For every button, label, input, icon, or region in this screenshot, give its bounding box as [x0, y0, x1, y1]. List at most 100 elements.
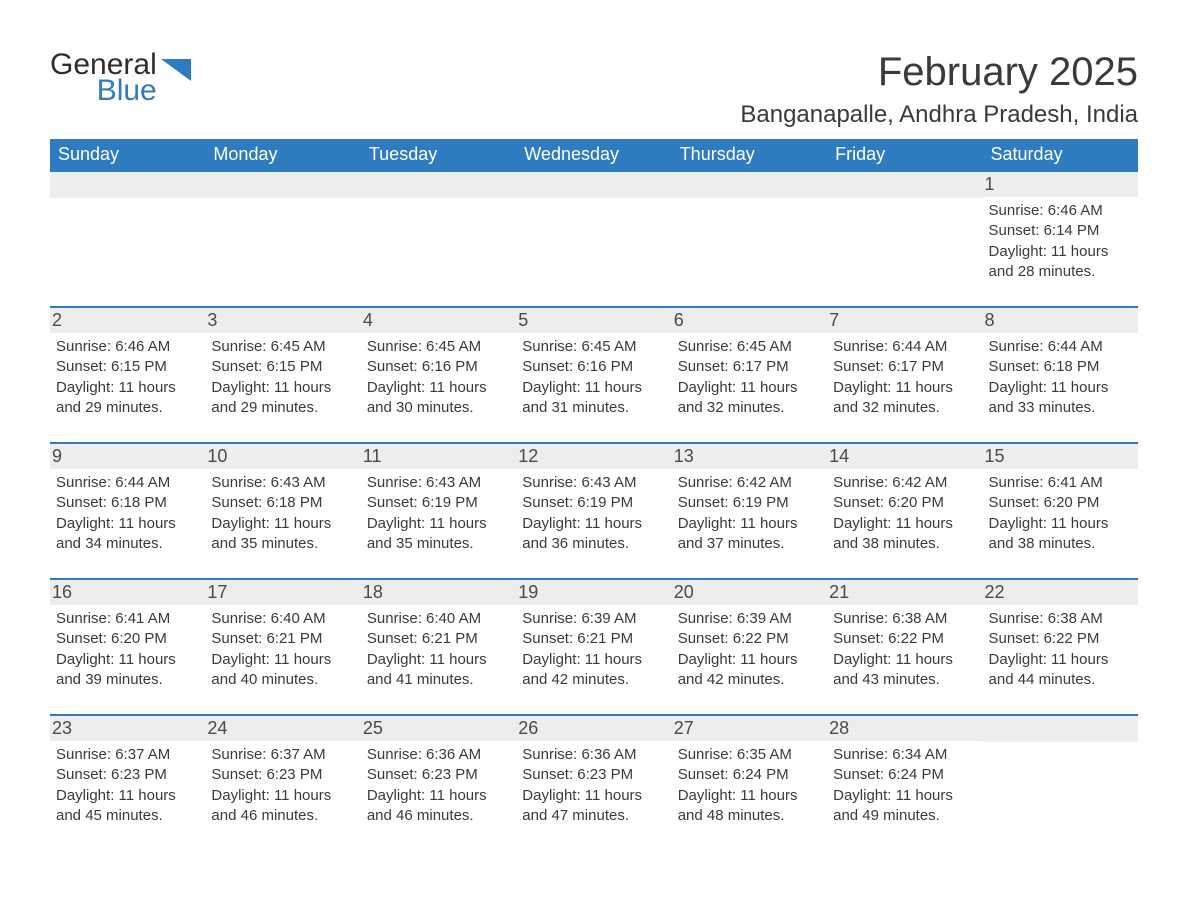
day-number: 10: [205, 444, 360, 469]
day-info: Sunrise: 6:45 AMSunset: 6:15 PMDaylight:…: [211, 337, 354, 418]
daylight-text: Daylight: 11 hours and 38 minutes.: [989, 514, 1132, 555]
daylight-text: Daylight: 11 hours and 37 minutes.: [678, 514, 821, 555]
calendar-day: 3 Sunrise: 6:45 AMSunset: 6:15 PMDaylight…: [205, 307, 360, 443]
daylight-text: Daylight: 11 hours and 46 minutes.: [367, 786, 510, 827]
sunrise-text: Sunrise: 6:42 AM: [833, 473, 976, 493]
sunrise-text: Sunrise: 6:34 AM: [833, 745, 976, 765]
day-number: 3: [205, 308, 360, 333]
day-info: Sunrise: 6:40 AMSunset: 6:21 PMDaylight:…: [367, 609, 510, 690]
sunrise-text: Sunrise: 6:44 AM: [56, 473, 199, 493]
daylight-text: Daylight: 11 hours and 45 minutes.: [56, 786, 199, 827]
sunset-text: Sunset: 6:15 PM: [211, 357, 354, 377]
daylight-text: Daylight: 11 hours and 29 minutes.: [211, 378, 354, 419]
day-info: Sunrise: 6:46 AMSunset: 6:14 PMDaylight:…: [989, 201, 1132, 282]
daylight-text: Daylight: 11 hours and 30 minutes.: [367, 378, 510, 419]
day-info: Sunrise: 6:37 AMSunset: 6:23 PMDaylight:…: [211, 745, 354, 826]
sunset-text: Sunset: 6:16 PM: [367, 357, 510, 377]
day-info: Sunrise: 6:39 AMSunset: 6:21 PMDaylight:…: [522, 609, 665, 690]
calendar-day: 16Sunrise: 6:41 AMSunset: 6:20 PMDayligh…: [50, 579, 205, 715]
day-info: Sunrise: 6:36 AMSunset: 6:23 PMDaylight:…: [522, 745, 665, 826]
calendar-day: 27Sunrise: 6:35 AMSunset: 6:24 PMDayligh…: [672, 715, 827, 850]
sunrise-text: Sunrise: 6:43 AM: [522, 473, 665, 493]
sunset-text: Sunset: 6:18 PM: [989, 357, 1132, 377]
day-number: 4: [361, 308, 516, 333]
sunrise-text: Sunrise: 6:39 AM: [522, 609, 665, 629]
sunset-text: Sunset: 6:21 PM: [522, 629, 665, 649]
day-number: 6: [672, 308, 827, 333]
day-info: Sunrise: 6:43 AMSunset: 6:18 PMDaylight:…: [211, 473, 354, 554]
sunset-text: Sunset: 6:17 PM: [678, 357, 821, 377]
daylight-text: Daylight: 11 hours and 41 minutes.: [367, 650, 510, 691]
day-info: Sunrise: 6:43 AMSunset: 6:19 PMDaylight:…: [522, 473, 665, 554]
sunrise-text: Sunrise: 6:44 AM: [833, 337, 976, 357]
weekday-header: Sunday: [50, 139, 205, 171]
calendar-day: 19 Sunrise: 6:39 AMSunset: 6:21 PMDayligh…: [516, 579, 671, 715]
day-number: 24: [205, 716, 360, 741]
sunrise-text: Sunrise: 6:37 AM: [56, 745, 199, 765]
day-number: 26: [516, 716, 671, 741]
day-number: 19: [516, 580, 671, 605]
sunrise-text: Sunrise: 6:43 AM: [367, 473, 510, 493]
sunset-text: Sunset: 6:23 PM: [56, 765, 199, 785]
sunrise-text: Sunrise: 6:45 AM: [211, 337, 354, 357]
sunrise-text: Sunrise: 6:45 AM: [522, 337, 665, 357]
sunset-text: Sunset: 6:17 PM: [833, 357, 976, 377]
daylight-text: Daylight: 11 hours and 36 minutes.: [522, 514, 665, 555]
weekday-header: Tuesday: [361, 139, 516, 171]
day-info: Sunrise: 6:38 AMSunset: 6:22 PMDaylight:…: [833, 609, 976, 690]
day-number: 23: [50, 716, 205, 741]
day-number: 2: [50, 308, 205, 333]
sunset-text: Sunset: 6:23 PM: [522, 765, 665, 785]
location: Banganapalle, Andhra Pradesh, India: [740, 101, 1138, 129]
day-number: [672, 172, 827, 198]
day-number: 20: [672, 580, 827, 605]
sunset-text: Sunset: 6:20 PM: [833, 493, 976, 513]
daylight-text: Daylight: 11 hours and 29 minutes.: [56, 378, 199, 419]
day-info: Sunrise: 6:42 AMSunset: 6:20 PMDaylight:…: [833, 473, 976, 554]
calendar-day-empty: [516, 171, 671, 307]
calendar-header-row: SundayMondayTuesdayWednesdayThursdayFrid…: [50, 139, 1138, 171]
calendar-day-empty: [361, 171, 516, 307]
day-number: 14: [827, 444, 982, 469]
logo-flag-icon: [161, 59, 195, 85]
day-info: Sunrise: 6:46 AMSunset: 6:15 PMDaylight:…: [56, 337, 199, 418]
calendar-week: 2 Sunrise: 6:46 AMSunset: 6:15 PMDaylight…: [50, 307, 1138, 443]
calendar-day: 1Sunrise: 6:46 AMSunset: 6:14 PMDaylight…: [983, 171, 1138, 307]
daylight-text: Daylight: 11 hours and 48 minutes.: [678, 786, 821, 827]
day-number: [50, 172, 205, 198]
calendar-day: 9Sunrise: 6:44 AMSunset: 6:18 PMDaylight…: [50, 443, 205, 579]
sunset-text: Sunset: 6:23 PM: [211, 765, 354, 785]
calendar-day: 24 Sunrise: 6:37 AMSunset: 6:23 PMDayligh…: [205, 715, 360, 850]
calendar-day: 21 Sunrise: 6:38 AMSunset: 6:22 PMDayligh…: [827, 579, 982, 715]
daylight-text: Daylight: 11 hours and 35 minutes.: [367, 514, 510, 555]
sunset-text: Sunset: 6:22 PM: [989, 629, 1132, 649]
sunset-text: Sunset: 6:20 PM: [989, 493, 1132, 513]
logo-text: General Blue: [50, 50, 157, 106]
calendar-day: 15Sunrise: 6:41 AMSunset: 6:20 PMDayligh…: [983, 443, 1138, 579]
daylight-text: Daylight: 11 hours and 39 minutes.: [56, 650, 199, 691]
daylight-text: Daylight: 11 hours and 49 minutes.: [833, 786, 976, 827]
day-number: [983, 716, 1138, 742]
sunset-text: Sunset: 6:18 PM: [211, 493, 354, 513]
calendar-day-empty: [672, 171, 827, 307]
sunrise-text: Sunrise: 6:35 AM: [678, 745, 821, 765]
daylight-text: Daylight: 11 hours and 44 minutes.: [989, 650, 1132, 691]
day-info: Sunrise: 6:35 AMSunset: 6:24 PMDaylight:…: [678, 745, 821, 826]
day-number: 8: [983, 308, 1138, 333]
month-title: February 2025: [740, 50, 1138, 95]
day-info: Sunrise: 6:41 AMSunset: 6:20 PMDaylight:…: [989, 473, 1132, 554]
title-block: February 2025 Banganapalle, Andhra Prade…: [740, 50, 1138, 135]
calendar-week: 16Sunrise: 6:41 AMSunset: 6:20 PMDayligh…: [50, 579, 1138, 715]
calendar-day: 28Sunrise: 6:34 AMSunset: 6:24 PMDayligh…: [827, 715, 982, 850]
calendar-table: SundayMondayTuesdayWednesdayThursdayFrid…: [50, 139, 1138, 850]
day-info: Sunrise: 6:34 AMSunset: 6:24 PMDaylight:…: [833, 745, 976, 826]
day-info: Sunrise: 6:44 AMSunset: 6:18 PMDaylight:…: [56, 473, 199, 554]
sunrise-text: Sunrise: 6:44 AM: [989, 337, 1132, 357]
calendar-day: 25Sunrise: 6:36 AMSunset: 6:23 PMDayligh…: [361, 715, 516, 850]
calendar-day: 14 Sunrise: 6:42 AMSunset: 6:20 PMDayligh…: [827, 443, 982, 579]
day-info: Sunrise: 6:45 AMSunset: 6:16 PMDaylight:…: [522, 337, 665, 418]
day-number: 21: [827, 580, 982, 605]
daylight-text: Daylight: 11 hours and 47 minutes.: [522, 786, 665, 827]
sunset-text: Sunset: 6:22 PM: [678, 629, 821, 649]
sunrise-text: Sunrise: 6:37 AM: [211, 745, 354, 765]
